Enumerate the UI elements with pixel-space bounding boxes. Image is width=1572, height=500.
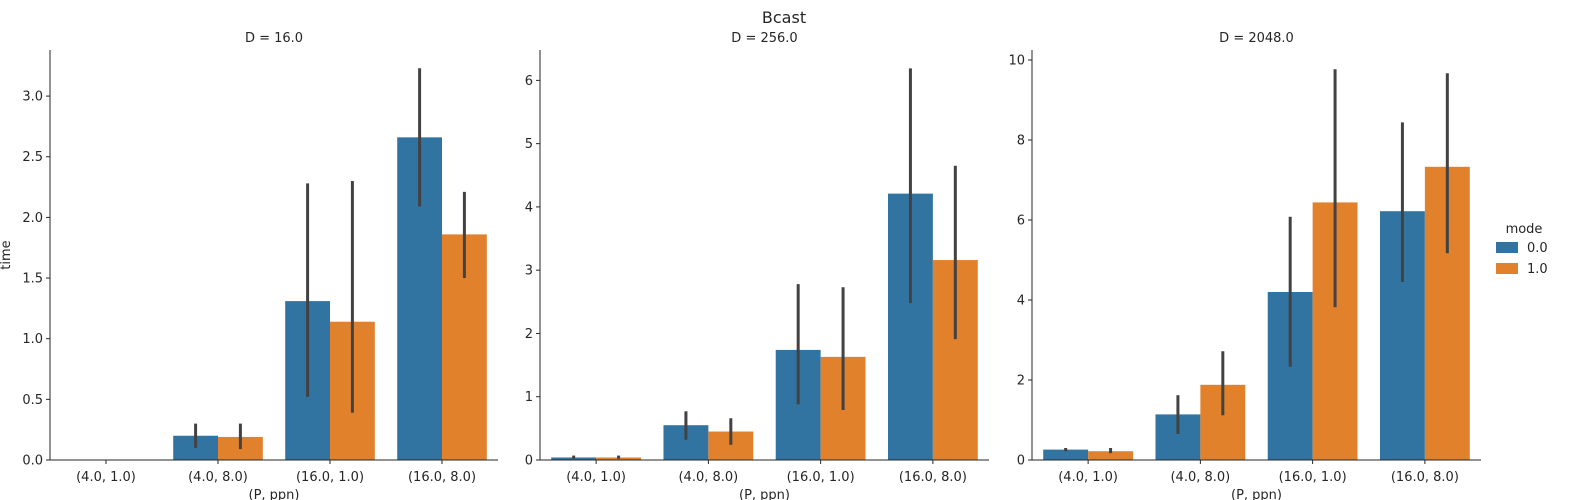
x-tick-label: (16.0, 1.0) xyxy=(296,470,364,485)
legend-swatch-1.0 xyxy=(1496,263,1518,274)
x-tick-label: (4.0, 8.0) xyxy=(1170,470,1230,485)
figure-title: Bcast xyxy=(762,8,806,27)
y-tick-label: 5 xyxy=(525,137,533,152)
x-tick-label: (16.0, 8.0) xyxy=(1391,470,1459,485)
y-tick-label: 10 xyxy=(1008,54,1025,69)
y-tick-label: 1 xyxy=(525,390,533,405)
x-tick-label: (4.0, 1.0) xyxy=(566,470,626,485)
legend: mode 0.0 1.0 xyxy=(1496,222,1548,277)
panels: D = 16.0 0.0 0.5 1.0 1.5 2.0 2.5 3.0 (4.0, 1.0) (… xyxy=(0,31,1481,500)
y-tick-label: 2 xyxy=(525,327,533,342)
y-tick-label: 0.5 xyxy=(22,393,43,408)
panel-1: D = 16.0 0.0 0.5 1.0 1.5 2.0 2.5 3.0 (4.0, 1.0) (… xyxy=(0,31,498,500)
x-tick-label: (16.0, 8.0) xyxy=(899,470,967,485)
x-axis-label: (P, ppn) xyxy=(739,488,790,500)
legend-title: mode xyxy=(1506,222,1543,237)
y-tick-label: 8 xyxy=(1017,134,1025,149)
y-tick-label: 0.0 xyxy=(22,454,43,469)
x-tick-label: (16.0, 1.0) xyxy=(787,470,855,485)
y-tick-label: 2.0 xyxy=(22,211,43,226)
x-tick-label: (4.0, 1.0) xyxy=(76,470,136,485)
y-tick-label: 1.0 xyxy=(22,332,43,347)
x-axis-label: (P, ppn) xyxy=(249,488,300,500)
y-tick-label: 4 xyxy=(1017,294,1025,309)
panel-2: D = 256.0 0 1 2 3 4 5 6 (4.0, 1.0) (4.0, 8.0) (16.… xyxy=(525,31,989,500)
y-tick-label: 3.0 xyxy=(22,90,43,105)
x-tick-label: (4.0, 1.0) xyxy=(1058,470,1118,485)
x-tick-label: (4.0, 8.0) xyxy=(678,470,738,485)
legend-label-1.0: 1.0 xyxy=(1527,262,1548,277)
y-tick-label: 3 xyxy=(525,264,533,279)
y-tick-label: 0 xyxy=(525,454,533,469)
panel-title: D = 2048.0 xyxy=(1219,31,1294,46)
x-tick-label: (4.0, 8.0) xyxy=(188,470,248,485)
y-tick-label: 0 xyxy=(1017,454,1025,469)
y-tick-label: 1.5 xyxy=(22,272,43,287)
y-tick-label: 2 xyxy=(1017,374,1025,389)
y-tick-label: 2.5 xyxy=(22,150,43,165)
y-tick-label: 6 xyxy=(525,74,533,89)
bar-mode-1.0 xyxy=(1088,451,1134,460)
y-tick-label: 6 xyxy=(1017,214,1025,229)
y-axis-label: time xyxy=(0,240,14,269)
bar-mode-0.0 xyxy=(1043,449,1089,460)
panel-3: D = 2048.0 0 2 4 6 8 10 (4.0, 1.0) (4.0, 8.0) (16… xyxy=(1008,31,1481,500)
x-tick-label: (16.0, 1.0) xyxy=(1279,470,1347,485)
legend-swatch-0.0 xyxy=(1496,242,1518,253)
legend-label-0.0: 0.0 xyxy=(1527,241,1548,256)
y-tick-label: 4 xyxy=(525,200,533,215)
x-axis-label: (P, ppn) xyxy=(1231,488,1282,500)
panel-title: D = 16.0 xyxy=(245,31,303,46)
panel-title: D = 256.0 xyxy=(731,31,797,46)
x-tick-label: (16.0, 8.0) xyxy=(408,470,476,485)
